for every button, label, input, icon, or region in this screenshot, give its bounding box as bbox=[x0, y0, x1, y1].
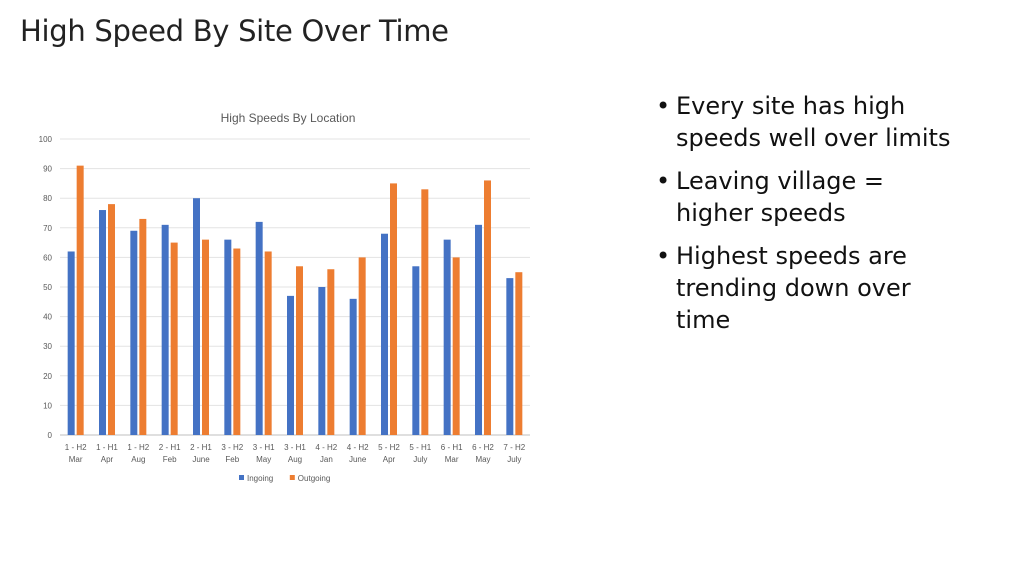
bars bbox=[67, 165, 523, 435]
y-tick-label: 90 bbox=[43, 165, 52, 174]
y-tick-label: 80 bbox=[43, 194, 52, 203]
y-axis-ticks: 0 10 20 30 40 50 60 70 80 90 100 bbox=[39, 135, 53, 440]
bullet-list: • Every site has high speeds well over li… bbox=[656, 90, 956, 347]
bar-ingoing bbox=[318, 287, 326, 435]
y-tick-label: 100 bbox=[39, 135, 53, 144]
bar-ingoing bbox=[381, 233, 388, 435]
x-tick-label: 4 - H2 bbox=[315, 443, 337, 452]
bar-ingoing bbox=[287, 295, 294, 435]
x-tick-label: Mar bbox=[445, 455, 459, 464]
x-tick-label: June bbox=[349, 455, 367, 464]
bar-outgoing bbox=[139, 218, 147, 435]
bar-ingoing bbox=[255, 221, 263, 435]
x-tick-label: Mar bbox=[69, 455, 83, 464]
x-tick-label: May bbox=[256, 455, 271, 464]
bar-ingoing bbox=[99, 210, 106, 435]
legend-label-outgoing: Outgoing bbox=[298, 474, 330, 483]
bullet-text: Leaving village = higher speeds bbox=[676, 167, 885, 227]
bullet-item: • Highest speeds are trending down over t… bbox=[656, 240, 956, 336]
y-tick-label: 60 bbox=[43, 253, 52, 262]
y-tick-label: 40 bbox=[43, 313, 52, 322]
x-tick-label: 1 - H1 bbox=[96, 443, 118, 452]
gridlines bbox=[60, 138, 530, 436]
x-tick-label: 6 - H1 bbox=[441, 443, 463, 452]
bar-ingoing bbox=[412, 266, 420, 435]
bar-outgoing bbox=[358, 257, 366, 435]
legend-label-ingoing: Ingoing bbox=[247, 474, 273, 483]
bullet-item: • Every site has high speeds well over li… bbox=[656, 90, 956, 154]
bar-ingoing bbox=[130, 230, 138, 435]
bullet-text: Highest speeds are trending down over ti… bbox=[676, 242, 911, 334]
y-tick-label: 70 bbox=[43, 224, 52, 233]
x-tick-label: June bbox=[192, 455, 210, 464]
bar-outgoing bbox=[233, 248, 241, 435]
bar-outgoing bbox=[484, 180, 491, 435]
bar-outgoing bbox=[390, 183, 397, 435]
x-tick-label: May bbox=[475, 455, 490, 464]
y-tick-label: 20 bbox=[43, 372, 52, 381]
x-tick-label: 3 - H1 bbox=[284, 443, 306, 452]
x-tick-label: 3 - H2 bbox=[221, 443, 243, 452]
x-tick-label: Aug bbox=[131, 455, 145, 464]
bullet-glyph: • bbox=[656, 242, 671, 270]
bar-outgoing bbox=[515, 272, 523, 435]
bar-outgoing bbox=[452, 257, 460, 435]
x-tick-label: 2 - H1 bbox=[159, 443, 181, 452]
chart-title: High Speeds By Location bbox=[221, 111, 356, 125]
bar-outgoing bbox=[76, 165, 84, 435]
bar-chart: High Speeds By Location 0 10 20 30 40 50 60 70 8… bbox=[39, 111, 530, 483]
x-tick-label: Apr bbox=[383, 455, 396, 464]
x-tick-label: 4 - H2 bbox=[347, 443, 369, 452]
legend-swatch-outgoing bbox=[289, 475, 295, 480]
bar-outgoing bbox=[264, 251, 272, 435]
x-tick-label: Apr bbox=[101, 455, 114, 464]
x-tick-label: Feb bbox=[225, 455, 239, 464]
bullet-glyph: • bbox=[656, 92, 671, 120]
y-tick-label: 30 bbox=[43, 342, 52, 351]
bullet-text: Every site has high speeds well over lim… bbox=[676, 92, 951, 152]
bar-ingoing bbox=[443, 239, 451, 435]
slide-title: High Speed By Site Over Time bbox=[20, 14, 449, 48]
bar-outgoing bbox=[202, 239, 209, 435]
x-tick-label: Feb bbox=[163, 455, 177, 464]
x-tick-label: Aug bbox=[288, 455, 302, 464]
x-tick-label: 5 - H1 bbox=[409, 443, 431, 452]
y-tick-label: 10 bbox=[43, 401, 52, 410]
x-tick-label: 1 - H2 bbox=[127, 443, 149, 452]
y-tick-label: 0 bbox=[48, 431, 53, 440]
x-axis-ticks: 1 - H2 Mar 1 - H1 Apr 1 - H2 Aug 2 - H1 Feb 2 - … bbox=[65, 443, 526, 464]
x-tick-label: 2 - H1 bbox=[190, 443, 212, 452]
x-tick-label: 5 - H2 bbox=[378, 443, 400, 452]
bar-ingoing bbox=[161, 224, 169, 435]
bar-outgoing bbox=[327, 269, 335, 435]
x-tick-label: July bbox=[507, 455, 521, 464]
bar-ingoing bbox=[349, 298, 357, 435]
x-tick-label: 3 - H1 bbox=[253, 443, 275, 452]
x-tick-label: 6 - H2 bbox=[472, 443, 494, 452]
bullet-item: • Leaving village = higher speeds bbox=[656, 165, 956, 229]
bar-ingoing bbox=[67, 251, 75, 435]
legend-swatch-ingoing bbox=[239, 475, 244, 480]
bar-outgoing bbox=[421, 189, 429, 435]
x-tick-label: 7 - H2 bbox=[503, 443, 525, 452]
chart-container: High Speeds By Location 0 10 20 30 40 50 60 70 8… bbox=[26, 104, 536, 494]
bar-outgoing bbox=[170, 242, 178, 435]
x-tick-label: Jan bbox=[320, 455, 333, 464]
y-tick-label: 50 bbox=[43, 283, 52, 292]
bar-outgoing bbox=[108, 204, 115, 435]
x-tick-label: July bbox=[413, 455, 427, 464]
bar-ingoing bbox=[193, 198, 200, 435]
x-tick-label: 1 - H2 bbox=[65, 443, 87, 452]
bar-ingoing bbox=[224, 239, 232, 435]
bar-ingoing bbox=[506, 278, 514, 435]
legend: Ingoing Outgoing bbox=[239, 474, 330, 483]
bullet-glyph: • bbox=[656, 167, 671, 195]
bar-outgoing bbox=[296, 266, 303, 435]
bar-ingoing bbox=[475, 224, 482, 435]
